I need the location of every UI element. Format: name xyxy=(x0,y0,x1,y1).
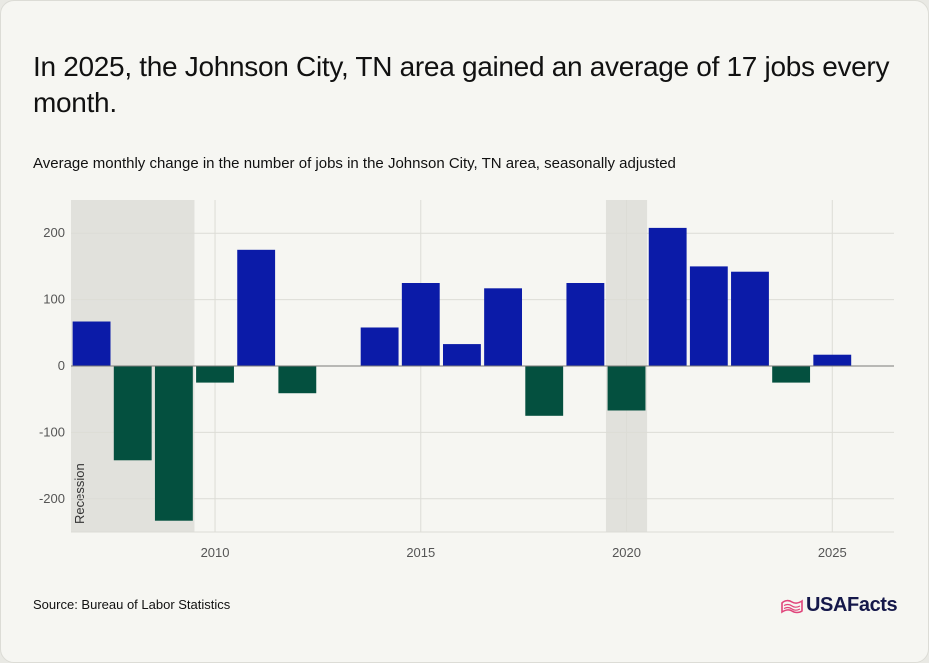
bar-2014 xyxy=(360,327,399,366)
bar-2016 xyxy=(442,344,481,366)
source-note: Source: Bureau of Labor Statistics xyxy=(33,597,231,612)
bar-2012 xyxy=(278,366,317,394)
bar-2015 xyxy=(401,283,440,366)
chart-title: In 2025, the Johnson City, TN area gaine… xyxy=(33,51,890,118)
bar-2008 xyxy=(113,366,152,461)
logo-text: USAFacts xyxy=(806,594,898,616)
bar-2018 xyxy=(525,366,564,416)
bar-2009 xyxy=(154,366,193,521)
y-tick-label: 0 xyxy=(58,358,65,373)
bar-2011 xyxy=(237,249,276,366)
bar-2025 xyxy=(813,354,852,366)
bar-2007 xyxy=(72,321,111,366)
y-tick-label: 200 xyxy=(43,225,65,240)
x-tick-label: 2025 xyxy=(818,545,847,560)
usafacts-logo: USAFacts xyxy=(780,594,898,617)
bar-chart: Recession 200 100 0 -100 -200 2010 2015 2020 2025 xyxy=(39,200,894,560)
x-tick-label: 2020 xyxy=(612,545,641,560)
x-tick-label: 2015 xyxy=(406,545,435,560)
y-tick-label: -100 xyxy=(39,424,65,439)
y-tick-label: 100 xyxy=(43,292,65,307)
bar-2021 xyxy=(648,227,687,366)
bar-2020 xyxy=(607,366,646,411)
chart-subtitle: Average monthly change in the number of … xyxy=(33,155,676,172)
us-map-flag-icon xyxy=(781,599,803,613)
bar-2024 xyxy=(772,366,811,383)
bar-2023 xyxy=(731,271,769,366)
recession-label: Recession xyxy=(72,463,87,524)
y-tick-label: -200 xyxy=(39,491,65,506)
bar-2010 xyxy=(196,366,234,383)
x-tick-label: 2010 xyxy=(201,545,230,560)
bar-2017 xyxy=(484,288,523,366)
bar-2022 xyxy=(689,266,728,366)
bar-2019 xyxy=(566,283,605,366)
